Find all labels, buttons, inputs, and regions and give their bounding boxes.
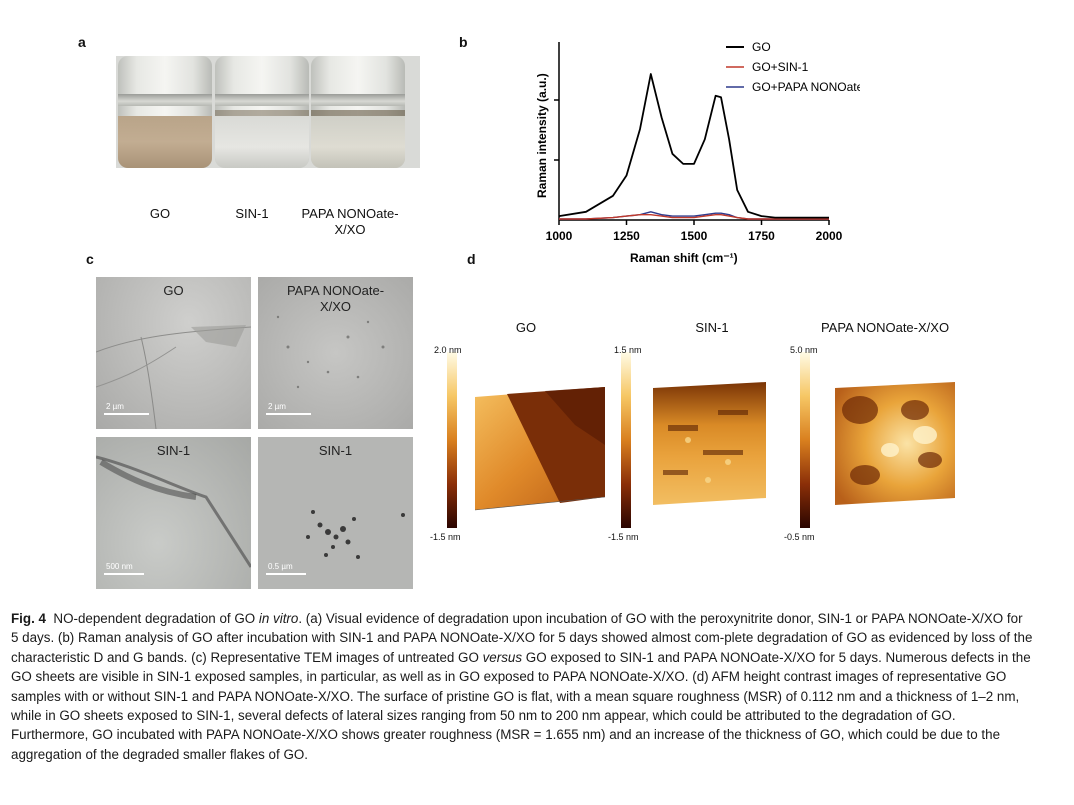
vial-label-go: GO	[149, 206, 171, 221]
legend: GO GO+SIN-1 GO+PAPA NONOate-X/XO	[726, 40, 860, 94]
colorbar-max: 2.0 nm	[434, 345, 462, 355]
tem-sin1-b: SIN-1 0.5 µm	[258, 437, 413, 589]
afm-surface-sin1	[653, 382, 766, 505]
colorbar-sin1	[621, 352, 631, 528]
x-tick-label: 1500	[681, 229, 708, 243]
tem-label-papa: PAPA NONOate- X/XO	[286, 283, 385, 314]
colorbar-go	[447, 352, 457, 528]
tem-label-sin1: SIN-1	[318, 443, 353, 458]
tem-go: GO 2 µm	[96, 277, 251, 429]
panel-letter-d: d	[467, 251, 476, 267]
colorbar-max: 1.5 nm	[614, 345, 642, 355]
scalebar-label: 0.5 µm	[268, 562, 293, 571]
afm-title-go: GO	[515, 320, 537, 335]
raman-chart: 1000 1250 1500 1750 2000 Raman intensity (a.…	[535, 40, 860, 265]
caption-text: NO-dependent degradation of GO	[53, 611, 259, 626]
scalebar-label: 2 µm	[106, 402, 124, 411]
afm-surface-papa	[835, 382, 955, 505]
scalebar-label: 500 nm	[106, 562, 133, 571]
figure-label: Fig. 4	[11, 611, 46, 626]
panel-letter-c: c	[86, 251, 94, 267]
tem-papa: PAPA NONOate- X/XO 2 µm	[258, 277, 413, 429]
series-line-go	[558, 73, 829, 219]
tem-label-sin1: SIN-1	[156, 443, 191, 458]
afm-title-sin1: SIN-1	[695, 320, 729, 335]
colorbar-min: -1.5 nm	[608, 532, 639, 542]
tem-label-go: GO	[163, 283, 184, 298]
colorbar-min: -0.5 nm	[784, 532, 815, 542]
tem-sin1-a: SIN-1 500 nm	[96, 437, 251, 589]
panel-letter-a: a	[78, 34, 86, 50]
afm-title-papa: PAPA NONOate-X/XO	[820, 320, 950, 335]
colorbar-max: 5.0 nm	[790, 345, 818, 355]
vial-sin1	[215, 56, 309, 168]
vial-go	[118, 56, 212, 168]
legend-papa: GO+PAPA NONOate-X/XO	[752, 80, 860, 94]
colorbar-min: -1.5 nm	[430, 532, 461, 542]
colorbar-papa	[800, 352, 810, 528]
scalebar-label: 2 µm	[268, 402, 286, 411]
series-line-go-sin-1	[559, 214, 829, 220]
panel-letter-b: b	[459, 34, 468, 50]
caption-text: GO exposed to SIN-1 and PAPA NONOate-X/X…	[11, 649, 1031, 762]
x-tick-label: 1000	[546, 229, 573, 243]
vial-papa	[311, 56, 405, 168]
legend-sin1: GO+SIN-1	[752, 60, 809, 74]
caption-text: . (a) Visual evidence of degradation upo…	[11, 611, 1033, 665]
legend-go: GO	[752, 40, 771, 54]
x-tick-label: 2000	[816, 229, 843, 243]
afm-surface-go	[474, 387, 606, 511]
caption-italic: in vitro	[258, 611, 299, 626]
x-tick-label: 1250	[613, 229, 640, 243]
vial-label-sin1: SIN-1	[235, 206, 269, 221]
y-axis-label: Raman intensity (a.u.)	[535, 73, 549, 198]
figure-caption: Fig. 4 NO-dependent degradation of GO in…	[11, 609, 1033, 764]
vial-label-papa: PAPA NONOate- X/XO	[301, 206, 399, 237]
caption-italic: versus	[482, 649, 523, 665]
x-tick-label: 1750	[748, 229, 775, 243]
x-axis-label: Raman shift (cm⁻¹)	[630, 251, 738, 265]
